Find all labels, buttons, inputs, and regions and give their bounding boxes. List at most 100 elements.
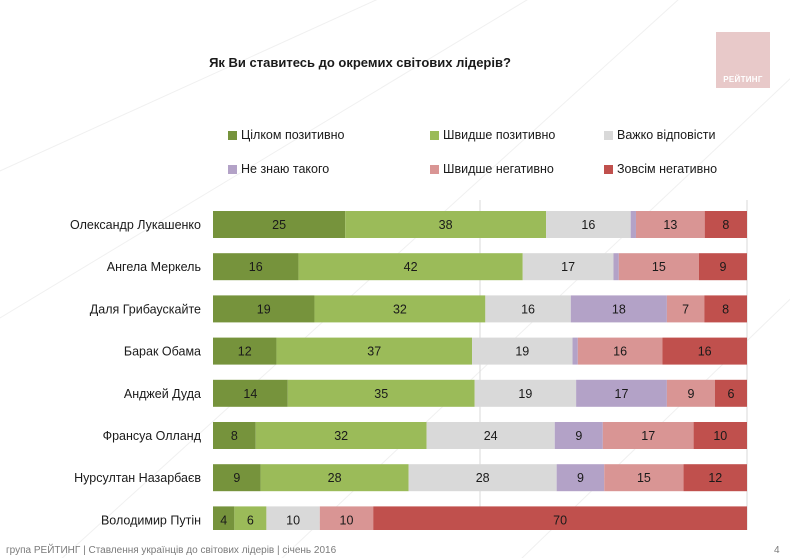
bar-segment (319, 506, 374, 530)
bar-segment (683, 464, 747, 492)
data-label: 4 (220, 513, 227, 527)
data-label: 28 (476, 471, 490, 485)
legend-label: Важко відповісти (617, 128, 716, 142)
bar-segment (635, 211, 705, 238)
bar-segment (266, 506, 320, 530)
bar-segment (546, 211, 631, 238)
data-label: 12 (238, 345, 252, 359)
bar-segment (577, 337, 663, 365)
data-label: 14 (243, 387, 257, 401)
category-label: Нурсултан Назарбаєв (74, 471, 201, 485)
data-label: 8 (231, 429, 238, 443)
bar-segment (345, 211, 547, 238)
bar-segment (666, 295, 705, 323)
bar-segment (213, 337, 277, 365)
bar-segment (602, 422, 694, 449)
bar-segment (213, 295, 315, 323)
legend-swatch (228, 164, 237, 174)
bar-segment (474, 379, 577, 407)
data-label: 9 (687, 387, 694, 401)
bar-segment (426, 422, 555, 449)
data-label: 28 (328, 471, 342, 485)
data-label: 16 (698, 345, 712, 359)
legend-item: Швидше негативно (430, 162, 554, 176)
legend-swatch (430, 164, 439, 174)
data-label: 17 (615, 387, 629, 401)
category-label: Даля Грибаускайте (90, 302, 201, 316)
data-label: 9 (575, 429, 582, 443)
legend-swatch (430, 130, 439, 140)
bar-segment (287, 379, 475, 407)
legend-label: Не знаю такого (241, 162, 330, 176)
bar-segment (276, 337, 473, 365)
legend-item: Швидше позитивно (430, 128, 555, 142)
data-label: 16 (521, 302, 535, 316)
legend-swatch (604, 130, 613, 140)
data-label: 10 (286, 513, 300, 527)
data-label: 38 (439, 218, 453, 232)
bar-segment (485, 295, 571, 323)
data-label: 25 (272, 218, 286, 232)
footer-text: група РЕЙТИНГ | Ставлення українців до с… (6, 545, 337, 556)
legend-label: Швидше позитивно (443, 128, 556, 142)
bar-segment (554, 422, 603, 449)
bar-segment (522, 253, 614, 281)
legend-swatch (228, 130, 237, 140)
data-label: 16 (249, 260, 263, 274)
bar-segment (373, 506, 747, 530)
bar-segment (213, 506, 235, 530)
bar-segment (570, 295, 667, 323)
bar-segment (255, 422, 427, 449)
bar-segment (314, 295, 486, 323)
legend-label: Зовсім негативно (617, 162, 718, 176)
bar-segment (572, 337, 578, 365)
bar-segment (618, 253, 699, 281)
category-label: Олександр Лукашенко (70, 218, 201, 232)
legend-label: Цілком позитивно (241, 128, 345, 142)
bar-segment (662, 337, 747, 365)
data-label: 9 (577, 471, 584, 485)
bar-segment (693, 422, 747, 449)
legend-item: Цілком позитивно (228, 128, 344, 142)
data-label: 8 (722, 218, 729, 232)
bar-segment (408, 464, 557, 492)
bar-segment (576, 379, 667, 407)
data-label: 16 (613, 345, 627, 359)
data-label: 8 (722, 302, 729, 316)
category-label: Барак Обама (124, 345, 201, 359)
data-label: 9 (719, 260, 726, 274)
bar-segment (213, 379, 288, 407)
category-label: Франсуа Олланд (103, 429, 202, 443)
data-label: 6 (247, 513, 254, 527)
bar-segment (613, 253, 619, 281)
bar-segment (604, 464, 684, 492)
data-label: 10 (713, 429, 727, 443)
data-label: 18 (612, 302, 626, 316)
legend-label: Швидше негативно (443, 162, 554, 176)
bar-segment (666, 379, 715, 407)
data-label: 12 (708, 471, 722, 485)
category-label: Володимир Путін (101, 513, 201, 527)
bar-segment (704, 211, 747, 238)
data-label: 10 (340, 513, 354, 527)
bar-segment (213, 211, 346, 238)
chart-title: Як Ви ставитесь до окремих світових ліде… (209, 55, 511, 70)
data-label: 15 (652, 260, 666, 274)
category-label: Ангела Меркель (107, 260, 201, 274)
bar-segment (213, 253, 299, 281)
bar-segment (704, 295, 747, 323)
bar-segment (556, 464, 605, 492)
bar-segment (234, 506, 267, 530)
page-number: 4 (774, 545, 780, 556)
data-label: 15 (637, 471, 651, 485)
data-label: 17 (641, 429, 655, 443)
data-label: 19 (518, 387, 532, 401)
data-label: 16 (581, 218, 595, 232)
data-label: 32 (334, 429, 348, 443)
bar-segment (260, 464, 409, 492)
stacked-bar-chart: Олександр Лукашенко 25 38 16 13 8 Ангела Мерке… (70, 200, 748, 530)
data-label: 24 (484, 429, 498, 443)
brand-logo: РЕЙТИНГ (716, 32, 770, 88)
data-label: 32 (393, 302, 407, 316)
bar-segment (714, 379, 747, 407)
